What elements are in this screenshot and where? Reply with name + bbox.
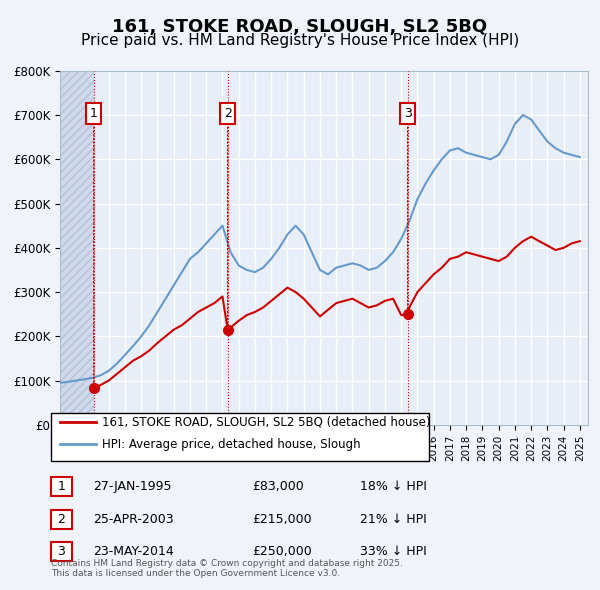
Text: 3: 3 <box>404 107 412 312</box>
Text: 161, STOKE ROAD, SLOUGH, SL2 5BQ (detached house): 161, STOKE ROAD, SLOUGH, SL2 5BQ (detach… <box>102 415 431 428</box>
Text: HPI: Average price, detached house, Slough: HPI: Average price, detached house, Slou… <box>102 438 361 451</box>
Text: 1: 1 <box>58 480 65 493</box>
Text: 3: 3 <box>58 545 65 558</box>
Text: 161, STOKE ROAD, SLOUGH, SL2 5BQ (detached house): 161, STOKE ROAD, SLOUGH, SL2 5BQ (detach… <box>102 415 431 428</box>
Text: 23-MAY-2014: 23-MAY-2014 <box>93 545 174 558</box>
Text: £250,000: £250,000 <box>252 545 312 558</box>
Text: 33% ↓ HPI: 33% ↓ HPI <box>360 545 427 558</box>
Text: £215,000: £215,000 <box>252 513 311 526</box>
Text: 161, STOKE ROAD, SLOUGH, SL2 5BQ: 161, STOKE ROAD, SLOUGH, SL2 5BQ <box>112 18 488 35</box>
Text: 21% ↓ HPI: 21% ↓ HPI <box>360 513 427 526</box>
Text: 18% ↓ HPI: 18% ↓ HPI <box>360 480 427 493</box>
Text: Contains HM Land Registry data © Crown copyright and database right 2025.
This d: Contains HM Land Registry data © Crown c… <box>51 559 403 578</box>
Bar <box>60 71 94 425</box>
Text: 2: 2 <box>58 513 65 526</box>
Text: 1: 1 <box>90 107 98 385</box>
Text: £83,000: £83,000 <box>252 480 304 493</box>
Text: HPI: Average price, detached house, Slough: HPI: Average price, detached house, Slou… <box>102 438 361 451</box>
Text: Price paid vs. HM Land Registry's House Price Index (HPI): Price paid vs. HM Land Registry's House … <box>81 32 519 48</box>
Text: 2: 2 <box>224 107 232 327</box>
Text: 25-APR-2003: 25-APR-2003 <box>93 513 173 526</box>
Text: 27-JAN-1995: 27-JAN-1995 <box>93 480 172 493</box>
